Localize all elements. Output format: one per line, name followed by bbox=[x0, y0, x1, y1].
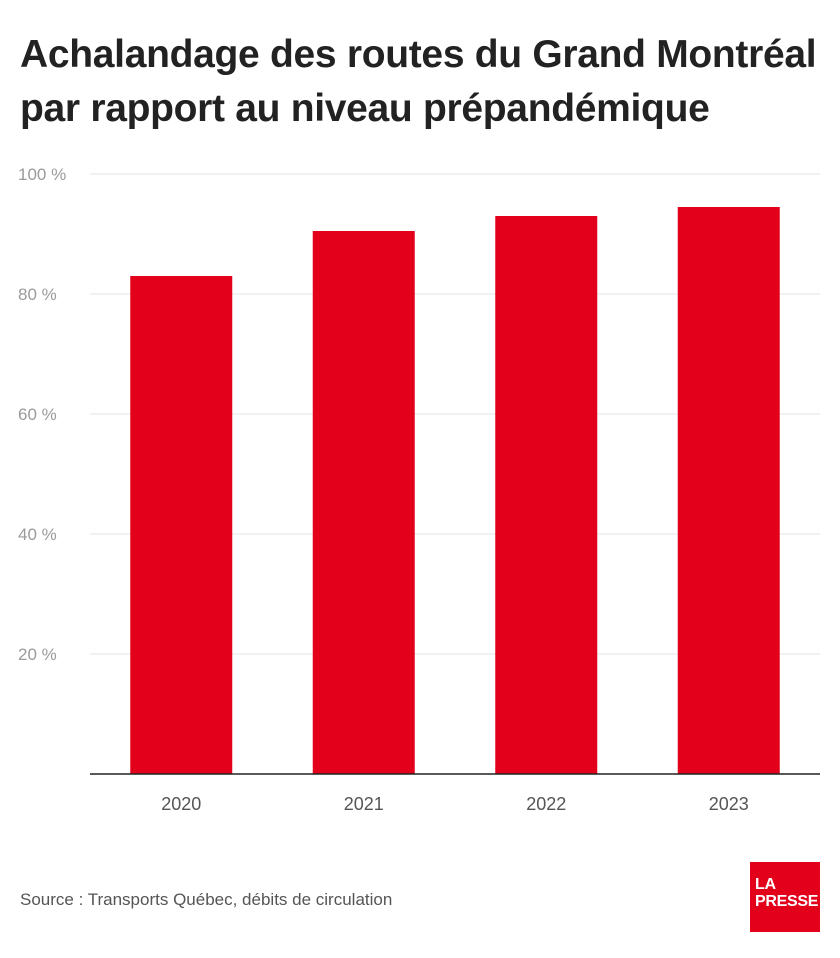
x-tick-label-2022: 2022 bbox=[526, 794, 566, 814]
y-tick-label-40: 40 % bbox=[18, 525, 57, 544]
bar-chart: 20 % 40 % 60 % 80 % 100 % 2020 2021 2022 2023 bbox=[18, 165, 820, 814]
x-tick-label-2021: 2021 bbox=[344, 794, 384, 814]
logo-line-1: LA bbox=[755, 876, 776, 893]
la-presse-logo: LA PRESSE bbox=[750, 862, 820, 932]
y-tick-label-20: 20 % bbox=[18, 645, 57, 664]
x-axis-labels: 2020 2021 2022 2023 bbox=[161, 794, 749, 814]
chart-title: Achalandage des routes du Grand Montréal… bbox=[20, 33, 817, 130]
y-tick-label-60: 60 % bbox=[18, 405, 57, 424]
bar-2021 bbox=[312, 231, 415, 774]
source-note: Source : Transports Québec, débits de ci… bbox=[20, 890, 393, 909]
bar-2023 bbox=[677, 207, 780, 774]
x-tick-label-2023: 2023 bbox=[709, 794, 749, 814]
y-axis-ticks: 20 % 40 % 60 % 80 % 100 % bbox=[18, 165, 66, 664]
y-tick-label-80: 80 % bbox=[18, 285, 57, 304]
logo-line-2: PRESSE bbox=[755, 893, 819, 910]
y-tick-label-100: 100 % bbox=[18, 165, 66, 184]
x-tick-label-2020: 2020 bbox=[161, 794, 201, 814]
bar-2020 bbox=[130, 276, 233, 774]
bar-2022 bbox=[495, 216, 598, 774]
bars bbox=[130, 207, 780, 774]
